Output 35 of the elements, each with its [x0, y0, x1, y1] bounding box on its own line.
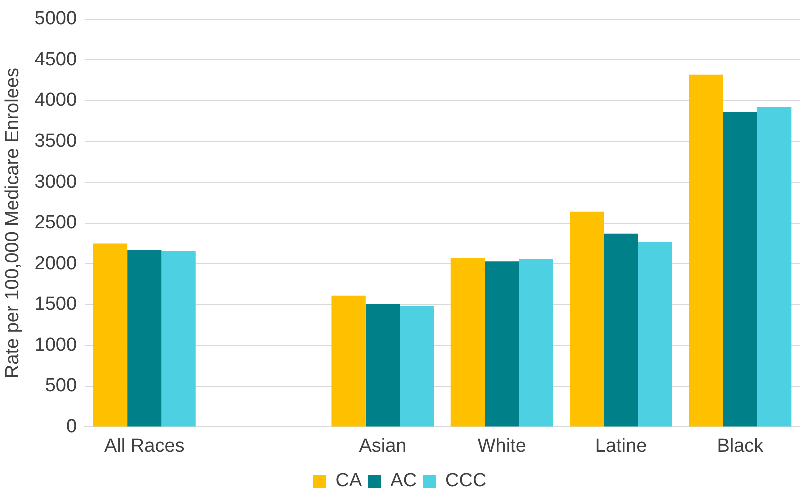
bar	[485, 262, 520, 427]
bar	[450, 258, 486, 427]
y-tick-label: 3500	[34, 130, 78, 152]
x-tick-label: White	[478, 436, 526, 457]
bar	[689, 74, 724, 427]
y-tick-label: 4000	[34, 90, 78, 112]
x-tick-label: Latine	[595, 436, 648, 457]
y-axis-title: Rate per 100,000 Medicare Enrolees	[2, 68, 24, 379]
bar	[162, 251, 196, 427]
x-tick-label: Asian	[359, 436, 407, 457]
bar	[519, 259, 554, 427]
y-tick-label: 4500	[34, 49, 78, 70]
bar	[366, 304, 400, 427]
y-tick-label: 0	[66, 416, 78, 438]
bar	[758, 107, 792, 427]
y-tick-label: 500	[45, 376, 78, 397]
y-tick-label: 2000	[34, 253, 78, 274]
bar	[93, 244, 128, 427]
legend-label: CA	[336, 470, 362, 492]
y-tick-label: 1500	[34, 294, 78, 316]
x-tick-label: Black	[717, 436, 764, 457]
bar	[723, 112, 758, 427]
y-tick-label: 2500	[34, 212, 78, 234]
y-tick-label: 3000	[34, 172, 78, 193]
y-tick-label: 5000	[34, 8, 78, 30]
bar	[128, 250, 162, 427]
bar	[570, 212, 604, 427]
bar	[332, 296, 366, 427]
bar	[400, 306, 434, 427]
bar	[638, 242, 673, 427]
legend-label: AC	[390, 470, 418, 492]
y-tick-label: 1000	[34, 334, 78, 356]
legend-label: CCC	[446, 470, 487, 492]
bar	[604, 234, 638, 427]
x-tick-label: All Races	[104, 436, 185, 457]
